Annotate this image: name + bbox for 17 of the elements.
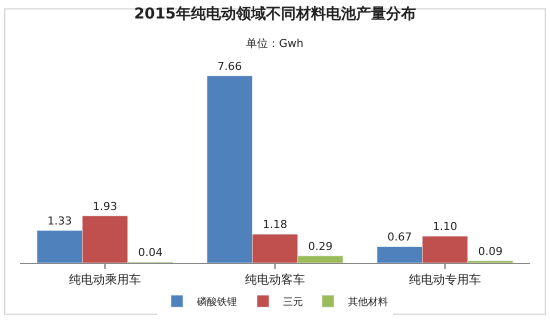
data-label: 0.29 [308, 240, 333, 253]
legend-label: 磷酸铁锂 [196, 296, 237, 308]
data-label: 1.10 [432, 220, 458, 234]
x-tick-label: 纯电动客车 [245, 272, 305, 286]
chart-subtitle: 单位：Gwh [246, 37, 304, 50]
data-label: 0.67 [387, 230, 412, 244]
data-label: 0.09 [478, 244, 503, 258]
data-label: 1.33 [47, 214, 72, 228]
data-label: 1.93 [92, 200, 118, 213]
legend-label: 其他材料 [348, 296, 388, 308]
data-label: 7.66 [217, 60, 242, 73]
chart-title: 2015年纯电动领域不同材料电池产量分布 [134, 4, 416, 23]
x-tick-label: 纯电动乘用车 [69, 272, 141, 286]
x-tick-label: 纯电动专用车 [409, 272, 481, 286]
data-label: 1.18 [262, 218, 288, 232]
legend-label: 三元 [283, 297, 303, 308]
data-label: 0.04 [138, 246, 163, 260]
